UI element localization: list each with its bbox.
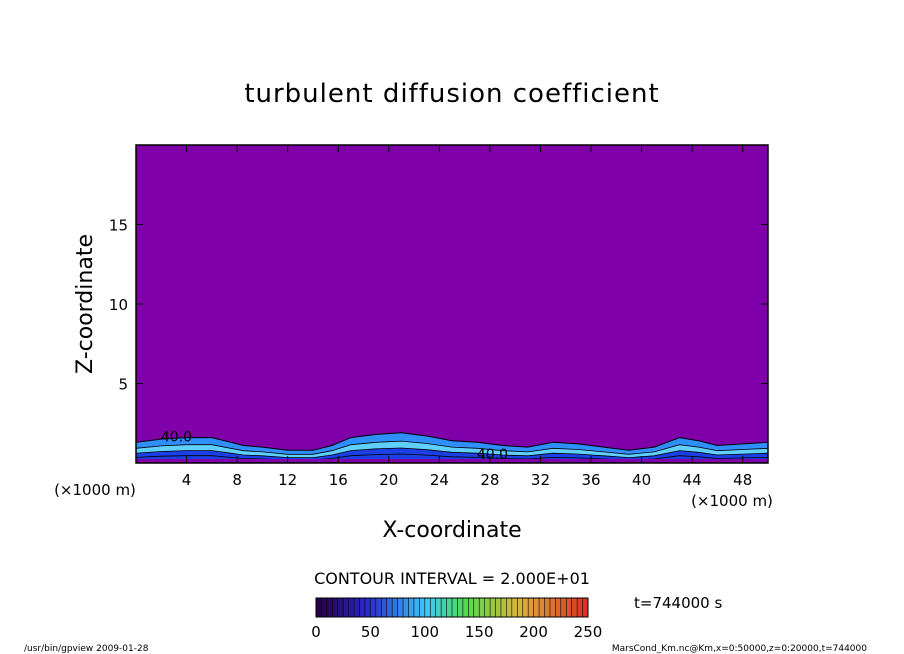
colorbar-cell (343, 598, 349, 617)
colorbar-cell (468, 598, 474, 617)
colorbar-cell (544, 598, 550, 617)
contour-line (135, 453, 769, 464)
colorbar-cell (484, 598, 491, 617)
colorbar-cell (381, 598, 387, 617)
colorbar-tick-label: 150 (465, 623, 494, 641)
chart-title: turbulent diffusion coefficient (244, 79, 659, 109)
colorbar-cell (446, 598, 452, 617)
x-unit-label: (×1000 m) (691, 492, 773, 510)
colorbar-cell (506, 598, 512, 617)
colorbar-cell (566, 598, 572, 617)
colorbar-cell (555, 598, 561, 617)
x-tick-label: 44 (683, 471, 702, 489)
colorbar-cell (528, 598, 534, 617)
colorbar-tick-label: 100 (410, 623, 439, 641)
contour-interval-label: CONTOUR INTERVAL = 2.000E+01 (314, 569, 590, 588)
colorbar-tick-label: 0 (311, 623, 321, 641)
x-axis-ticks: 4 8 12 16 20 24 28 32 36 40 44 48 (182, 145, 752, 489)
colorbar-cell (332, 598, 338, 617)
x-tick-label: 40 (632, 471, 651, 489)
colorbar-cell (316, 598, 322, 617)
surface-layer (136, 459, 768, 463)
x-tick-label: 20 (379, 471, 398, 489)
colorbar-cell (490, 598, 496, 617)
colorbar-tick-label: 50 (361, 623, 380, 641)
footer-right-info: MarsCond_Km.nc@Km,x=0:50000,z=0:20000,t=… (612, 644, 867, 654)
colorbar-cell (479, 598, 485, 617)
y-axis-ticks: 5 10 15 (109, 217, 768, 394)
colorbar-cell (457, 598, 463, 617)
x-tick-label: 4 (182, 471, 192, 489)
colorbar-cell (397, 598, 404, 617)
colorbar-cell (403, 598, 409, 617)
x-tick-label: 8 (232, 471, 242, 489)
colorbar-frame (315, 597, 589, 618)
colorbar-cell (517, 598, 523, 617)
colorbar-cell (364, 598, 371, 617)
colorbar (315, 598, 588, 617)
x-tick-label: 16 (329, 471, 348, 489)
colorbar-cell (348, 598, 355, 617)
x-tick-label: 36 (581, 471, 600, 489)
colorbar-cell (571, 598, 578, 617)
contour-labels: 40.0 40.0 (161, 430, 508, 463)
colorbar-cell (430, 598, 436, 617)
colorbar-cell (522, 598, 529, 617)
footer-left-info: /usr/bin/gpview 2009-01-28 (24, 644, 149, 654)
colorbar-cell (582, 598, 588, 617)
colorbar-cell (495, 598, 501, 617)
x-tick-label: 28 (480, 471, 499, 489)
colorbar-cell (326, 598, 333, 617)
colorbar-cell (321, 598, 327, 617)
y-unit-label: (×1000 m) (54, 481, 136, 499)
colorbar-cell (560, 598, 567, 617)
colorbar-cell (359, 598, 365, 617)
colorbar-cell (386, 598, 393, 617)
boundary-layer (135, 432, 769, 464)
colorbar-cell (408, 598, 414, 617)
y-tick-label: 15 (109, 217, 128, 235)
x-tick-label: 32 (531, 471, 550, 489)
colorbar-cell (441, 598, 447, 617)
colorbar-tick-label: 250 (574, 623, 603, 641)
time-label: t=744000 s (634, 594, 722, 612)
colorbar-cell (337, 598, 344, 617)
colorbar-cell (533, 598, 540, 617)
colorbar-cell (500, 598, 507, 617)
x-axis-label: X-coordinate (382, 518, 521, 543)
colorbar-cell (452, 598, 458, 617)
colorbar-cell (370, 598, 376, 617)
y-axis-label: Z-coordinate (73, 234, 98, 374)
x-tick-label: 24 (430, 471, 449, 489)
y-tick-label: 5 (118, 376, 128, 394)
colorbar-cell (354, 598, 360, 617)
colorbar-cell (473, 598, 480, 617)
colorbar-cell (413, 598, 420, 617)
colorbar-cell (539, 598, 545, 617)
field-background (136, 145, 768, 463)
y-tick-label: 10 (109, 296, 128, 314)
colorbar-tick-labels: 0 50 100 150 200 250 (311, 623, 602, 641)
colorbar-cell (549, 598, 556, 617)
colorbar-cell (392, 598, 398, 617)
colorbar-cell (375, 598, 382, 617)
colorbar-tick-label: 200 (519, 623, 548, 641)
colorbar-cell (435, 598, 442, 617)
x-tick-label: 12 (278, 471, 297, 489)
colorbar-cell (577, 598, 583, 617)
contour-value-label: 40.0 (161, 430, 192, 446)
x-tick-label: 48 (733, 471, 752, 489)
colorbar-cell (511, 598, 518, 617)
colorbar-cell (419, 598, 425, 617)
colorbar-cell (462, 598, 469, 617)
contour-value-label: 40.0 (477, 447, 508, 463)
colorbar-cell (424, 598, 431, 617)
